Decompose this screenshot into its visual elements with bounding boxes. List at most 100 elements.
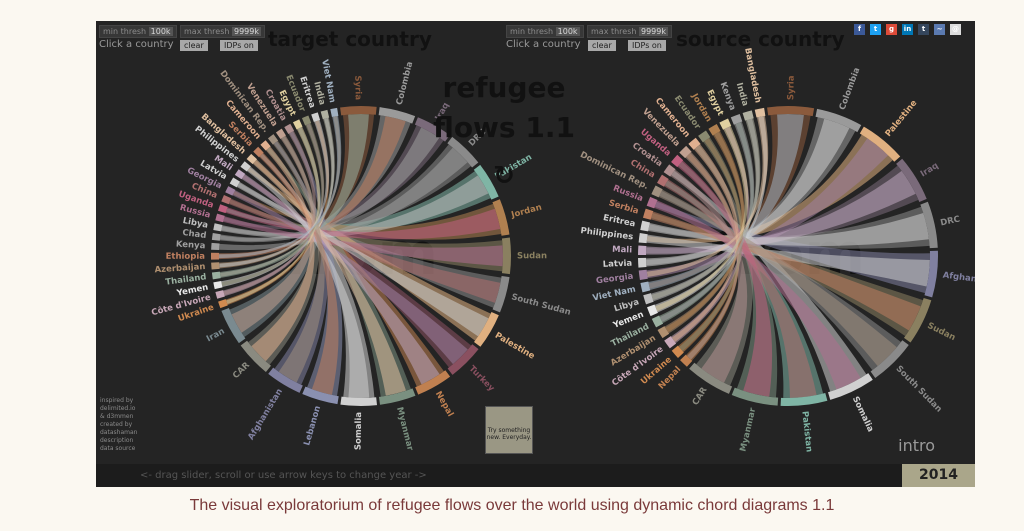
country-label[interactable]: Jordan [509,203,543,221]
try-something-button[interactable]: Try something new. Everyday. [485,406,533,454]
chord-arc[interactable] [246,153,258,165]
country-label[interactable]: Chad [182,228,207,241]
chord-ribbon[interactable] [664,179,817,398]
chord-arc[interactable] [651,185,663,198]
chord-ribbon[interactable] [678,161,778,398]
country-label[interactable]: Mali [612,245,632,256]
country-label[interactable]: Myanmar [394,406,415,452]
chord-ribbon[interactable] [225,207,501,240]
chord-ribbon[interactable] [251,146,315,362]
chord-arc[interactable] [640,220,651,232]
country-label[interactable]: Eritrea [602,213,636,230]
chord-ribbon[interactable] [659,190,901,371]
chord-arc[interactable] [698,130,711,143]
chord-arc[interactable] [638,232,648,244]
chord-ribbon[interactable] [259,153,375,398]
chord-arc[interactable] [730,113,743,125]
country-label[interactable]: Somalia [354,412,365,451]
chord-arc[interactable] [320,109,330,120]
chord-ribbon[interactable] [259,152,339,395]
chord-arc[interactable] [501,237,512,275]
year-display[interactable]: 2014 [902,464,975,487]
chord-arc[interactable] [211,242,220,251]
chord-arc[interactable] [642,208,654,220]
country-label[interactable]: Azerbaijan [154,262,205,275]
chord-ribbon[interactable] [654,200,861,390]
chord-arc[interactable] [213,223,223,232]
chord-arc[interactable] [671,154,684,168]
year-slider[interactable]: <- drag slider, scroll or use arrow keys… [96,464,902,487]
left-idps-button[interactable]: IDPs on [220,40,258,51]
chord-arc[interactable] [638,257,647,268]
country-label[interactable]: Iraq [919,161,941,180]
right-min-thresh[interactable]: min thresh 100k [506,25,584,38]
chord-ribbon[interactable] [221,123,325,287]
chord-arc[interactable] [330,107,339,118]
country-label[interactable]: Colombia [838,66,863,111]
country-label[interactable]: Ethiopia [166,252,206,262]
chord-arc[interactable] [688,137,701,150]
chord-arc[interactable] [638,245,647,256]
chord-arc[interactable] [815,108,862,133]
left-max-thresh[interactable]: max thresh 9999k [180,25,265,38]
right-max-thresh-value[interactable]: 9999k [639,27,668,36]
left-max-thresh-value[interactable]: 9999k [232,27,261,36]
chart-icon[interactable]: ~ [934,24,945,35]
chord-ribbon[interactable] [273,140,325,383]
chord-ribbon[interactable] [221,175,489,239]
tumblr-icon[interactable]: t [918,24,929,35]
chord-arc[interactable] [859,126,901,162]
chord-arc[interactable] [292,119,303,130]
chord-arc[interactable] [221,195,232,205]
chord-arc[interactable] [671,345,684,358]
chord-arc[interactable] [474,312,499,347]
chord-arc[interactable] [215,290,225,299]
chord-arc[interactable] [643,293,654,305]
country-label[interactable]: South Sudan [894,364,944,415]
chord-arc[interactable] [638,269,648,281]
country-label[interactable]: Georgia [596,272,635,287]
chord-arc[interactable] [447,136,479,168]
chord-arc[interactable] [229,177,241,188]
chord-arc[interactable] [492,275,510,313]
chord-arc[interactable] [767,105,815,117]
country-label[interactable]: Syria [352,75,362,100]
chord-arc[interactable] [473,164,499,200]
chord-ribbon[interactable] [228,198,501,303]
chord-arc[interactable] [221,308,246,344]
chord-arc[interactable] [215,213,225,223]
left-min-thresh[interactable]: min thresh 100k [99,25,177,38]
chord-ribbon[interactable] [646,234,930,287]
chord-ribbon[interactable] [664,180,824,398]
linkedin-icon[interactable]: in [902,24,913,35]
right-idps-button[interactable]: IDPs on [628,40,666,51]
chord-arc[interactable] [780,393,828,406]
country-label[interactable]: South Sudan [510,292,572,318]
chord-ribbon[interactable] [219,116,406,260]
country-label[interactable]: Afghanistan [246,387,285,442]
country-label[interactable]: Libya [182,216,209,231]
chord-ribbon[interactable] [650,211,921,331]
right-clear-button[interactable]: clear [588,40,616,51]
chord-ribbon[interactable] [223,216,504,267]
chord-arc[interactable] [211,262,220,270]
chord-arc[interactable] [651,315,664,328]
chord-arc[interactable] [217,204,228,214]
chord-arc[interactable] [415,370,451,395]
country-label[interactable]: Lebanon [302,405,323,447]
chord-arc[interactable] [240,340,271,372]
chord-arc[interactable] [302,386,339,405]
chord-arc[interactable] [742,110,754,121]
chord-arc[interactable] [378,388,416,405]
country-label[interactable]: Afghanistan [942,271,975,288]
chord-ribbon[interactable] [659,121,755,322]
chord-arc[interactable] [340,396,378,406]
chord-arc[interactable] [903,297,932,343]
chord-ribbon[interactable] [231,135,315,333]
chord-arc[interactable] [225,186,236,196]
chord-arc[interactable] [924,250,939,298]
facebook-icon[interactable]: f [854,24,865,35]
chord-arc[interactable] [311,112,321,123]
right-min-thresh-value[interactable]: 100k [555,27,580,36]
chord-ribbon[interactable] [241,174,440,385]
